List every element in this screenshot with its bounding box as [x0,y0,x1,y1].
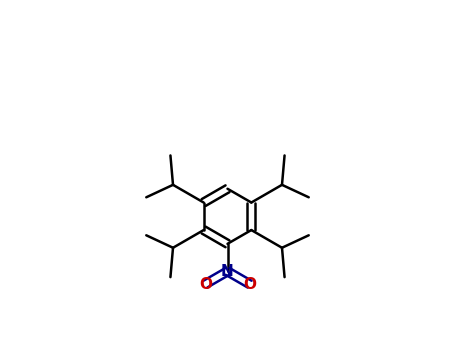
Text: N: N [221,264,234,279]
Text: O: O [243,276,256,292]
Text: O: O [199,276,212,292]
